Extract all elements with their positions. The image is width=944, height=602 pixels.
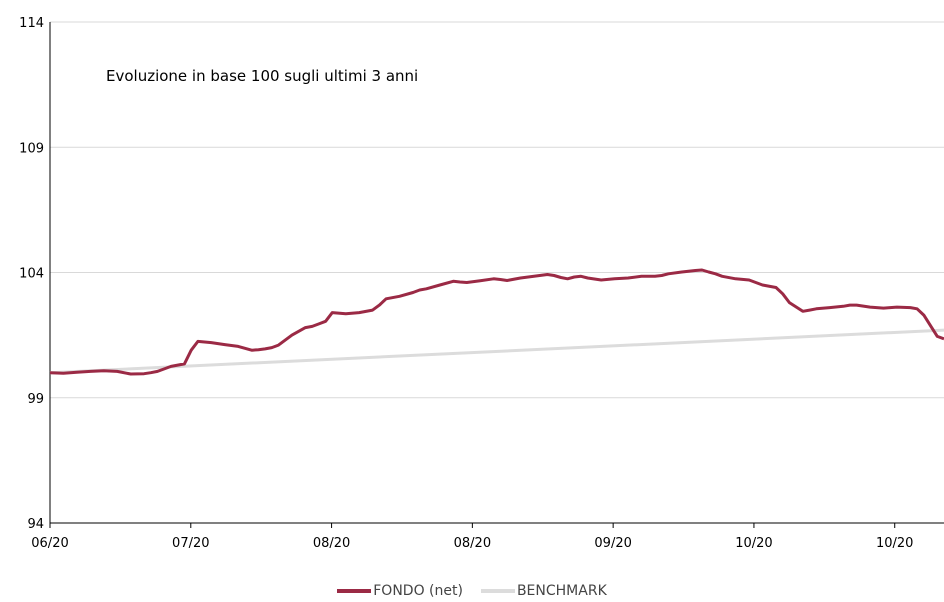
x-tick-label: 09/20 xyxy=(594,536,631,551)
series-lines xyxy=(49,268,944,376)
x-tick-labels: 06/20 07/20 08/20 08/20 09/20 10/20 10/20 xyxy=(31,523,913,551)
line-chart: 94 99 104 109 114 06/20 07/20 08/20 08/20 09/20 1… xyxy=(19,16,944,551)
y-tick-label: 109 xyxy=(19,141,44,156)
y-tick-label: 99 xyxy=(27,392,44,407)
x-tick-label: 08/20 xyxy=(313,536,350,551)
y-tick-label: 104 xyxy=(19,267,44,282)
grid-lines xyxy=(50,21,944,399)
legend-swatch-benchmark xyxy=(480,589,515,593)
series-line-benchmark xyxy=(49,328,944,375)
x-tick-label: 07/20 xyxy=(172,536,209,551)
x-tick-label: 06/20 xyxy=(31,536,68,551)
y-tick-label: 94 xyxy=(27,517,44,532)
y-tick-labels: 94 99 104 109 114 xyxy=(19,16,44,532)
y-tick-label: 114 xyxy=(19,16,44,31)
x-tick-label: 08/20 xyxy=(454,536,491,551)
series-line-fondo xyxy=(49,268,944,376)
legend-label-fondo: FONDO (net) xyxy=(373,583,463,599)
axes xyxy=(49,22,944,524)
x-tick-label: 10/20 xyxy=(735,536,772,551)
legend-label-benchmark: BENCHMARK xyxy=(516,583,607,599)
chart-title: Evoluzione in base 100 sugli ultimi 3 an… xyxy=(106,67,418,85)
legend-swatch-fondo xyxy=(337,589,372,593)
legend: FONDO (net) BENCHMARK xyxy=(0,583,944,599)
x-tick-label: 10/20 xyxy=(876,536,913,551)
legend-item-benchmark: BENCHMARK xyxy=(480,583,607,599)
legend-item-fondo: FONDO (net) xyxy=(337,583,463,599)
